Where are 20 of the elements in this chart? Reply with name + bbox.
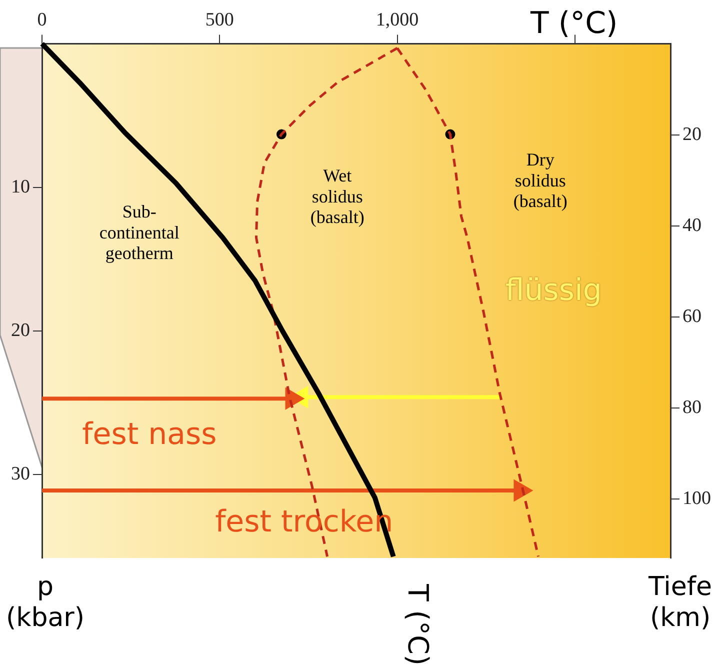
x-tick-label: 0: [37, 9, 47, 30]
y2-tick-label: 100: [682, 488, 711, 509]
annotation: flüssig: [505, 272, 602, 308]
annotation: Sub- continental geotherm: [99, 202, 180, 263]
y2-axis-title: Tiefe (km): [648, 572, 712, 634]
y2-tick-label: 40: [682, 214, 702, 236]
y-tick-label: 30: [11, 464, 30, 485]
y-axis-title: p (kbar): [6, 572, 84, 634]
x-axis-title: T (°C): [530, 6, 618, 42]
annotation: fest nass: [82, 416, 217, 452]
x-tick-label: 1,000: [376, 9, 419, 30]
y2-tick-label: 60: [682, 306, 702, 327]
y-tick-label: 20: [11, 320, 30, 342]
text: T (°C): [401, 584, 435, 666]
annotation: Dry solidus (basalt): [513, 150, 568, 212]
x-tick-label: 500: [205, 9, 234, 30]
y2-tick-label: 20: [682, 124, 702, 145]
annotation: Wet solidus (basalt): [310, 166, 364, 227]
y-tick-label: 10: [11, 176, 30, 198]
y2-tick-label: 80: [682, 396, 702, 418]
